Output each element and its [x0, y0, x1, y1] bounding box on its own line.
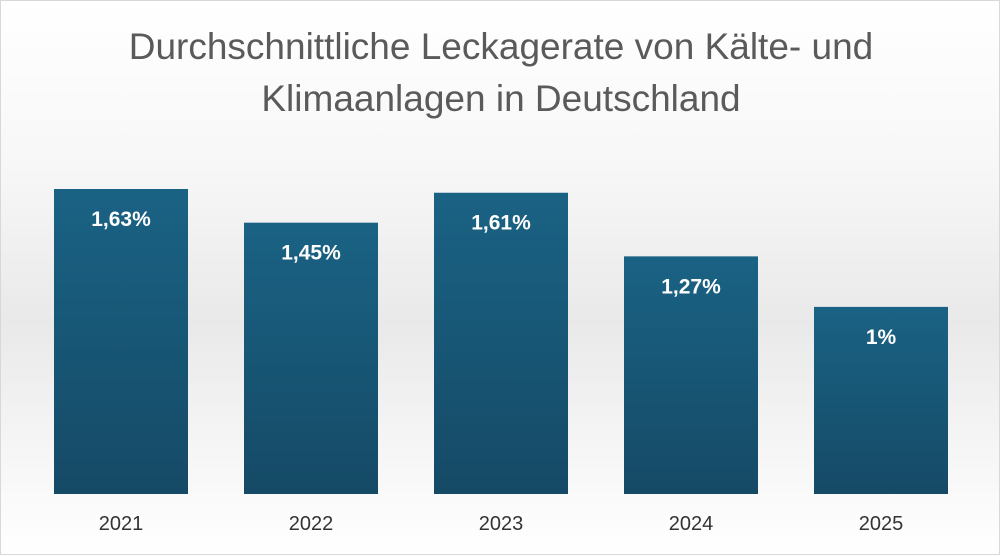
data-label-2023: 1,61%	[471, 212, 531, 235]
bar-2024	[624, 256, 758, 494]
data-label-2021: 1,63%	[91, 208, 151, 231]
bar-2021	[54, 189, 188, 494]
chart-title: Durchschnittliche Leckagerate von Kälte-…	[1, 21, 1000, 125]
chart-title-line-2: Klimaanlagen in Deutschland	[261, 78, 741, 119]
data-label-2022: 1,45%	[281, 242, 341, 265]
bar-2025	[814, 306, 948, 494]
chart-title-line-1: Durchschnittliche Leckagerate von Kälte-…	[128, 26, 874, 67]
x-tick-label-2021: 2021	[99, 513, 144, 535]
x-tick-label-2023: 2023	[479, 513, 524, 535]
data-label-2024: 1,27%	[661, 275, 721, 298]
bars-layer: 1,63% 2021 1,45% 2022 1,61% 2023 1,27% 2024 1% 20…	[54, 189, 948, 535]
bar-2023	[434, 192, 568, 495]
x-tick-label-2024: 2024	[669, 513, 714, 535]
x-tick-label-2025: 2025	[859, 513, 904, 535]
data-label-2025: 1%	[866, 326, 897, 349]
x-tick-label-2022: 2022	[289, 513, 334, 535]
bar-2022	[244, 222, 378, 495]
